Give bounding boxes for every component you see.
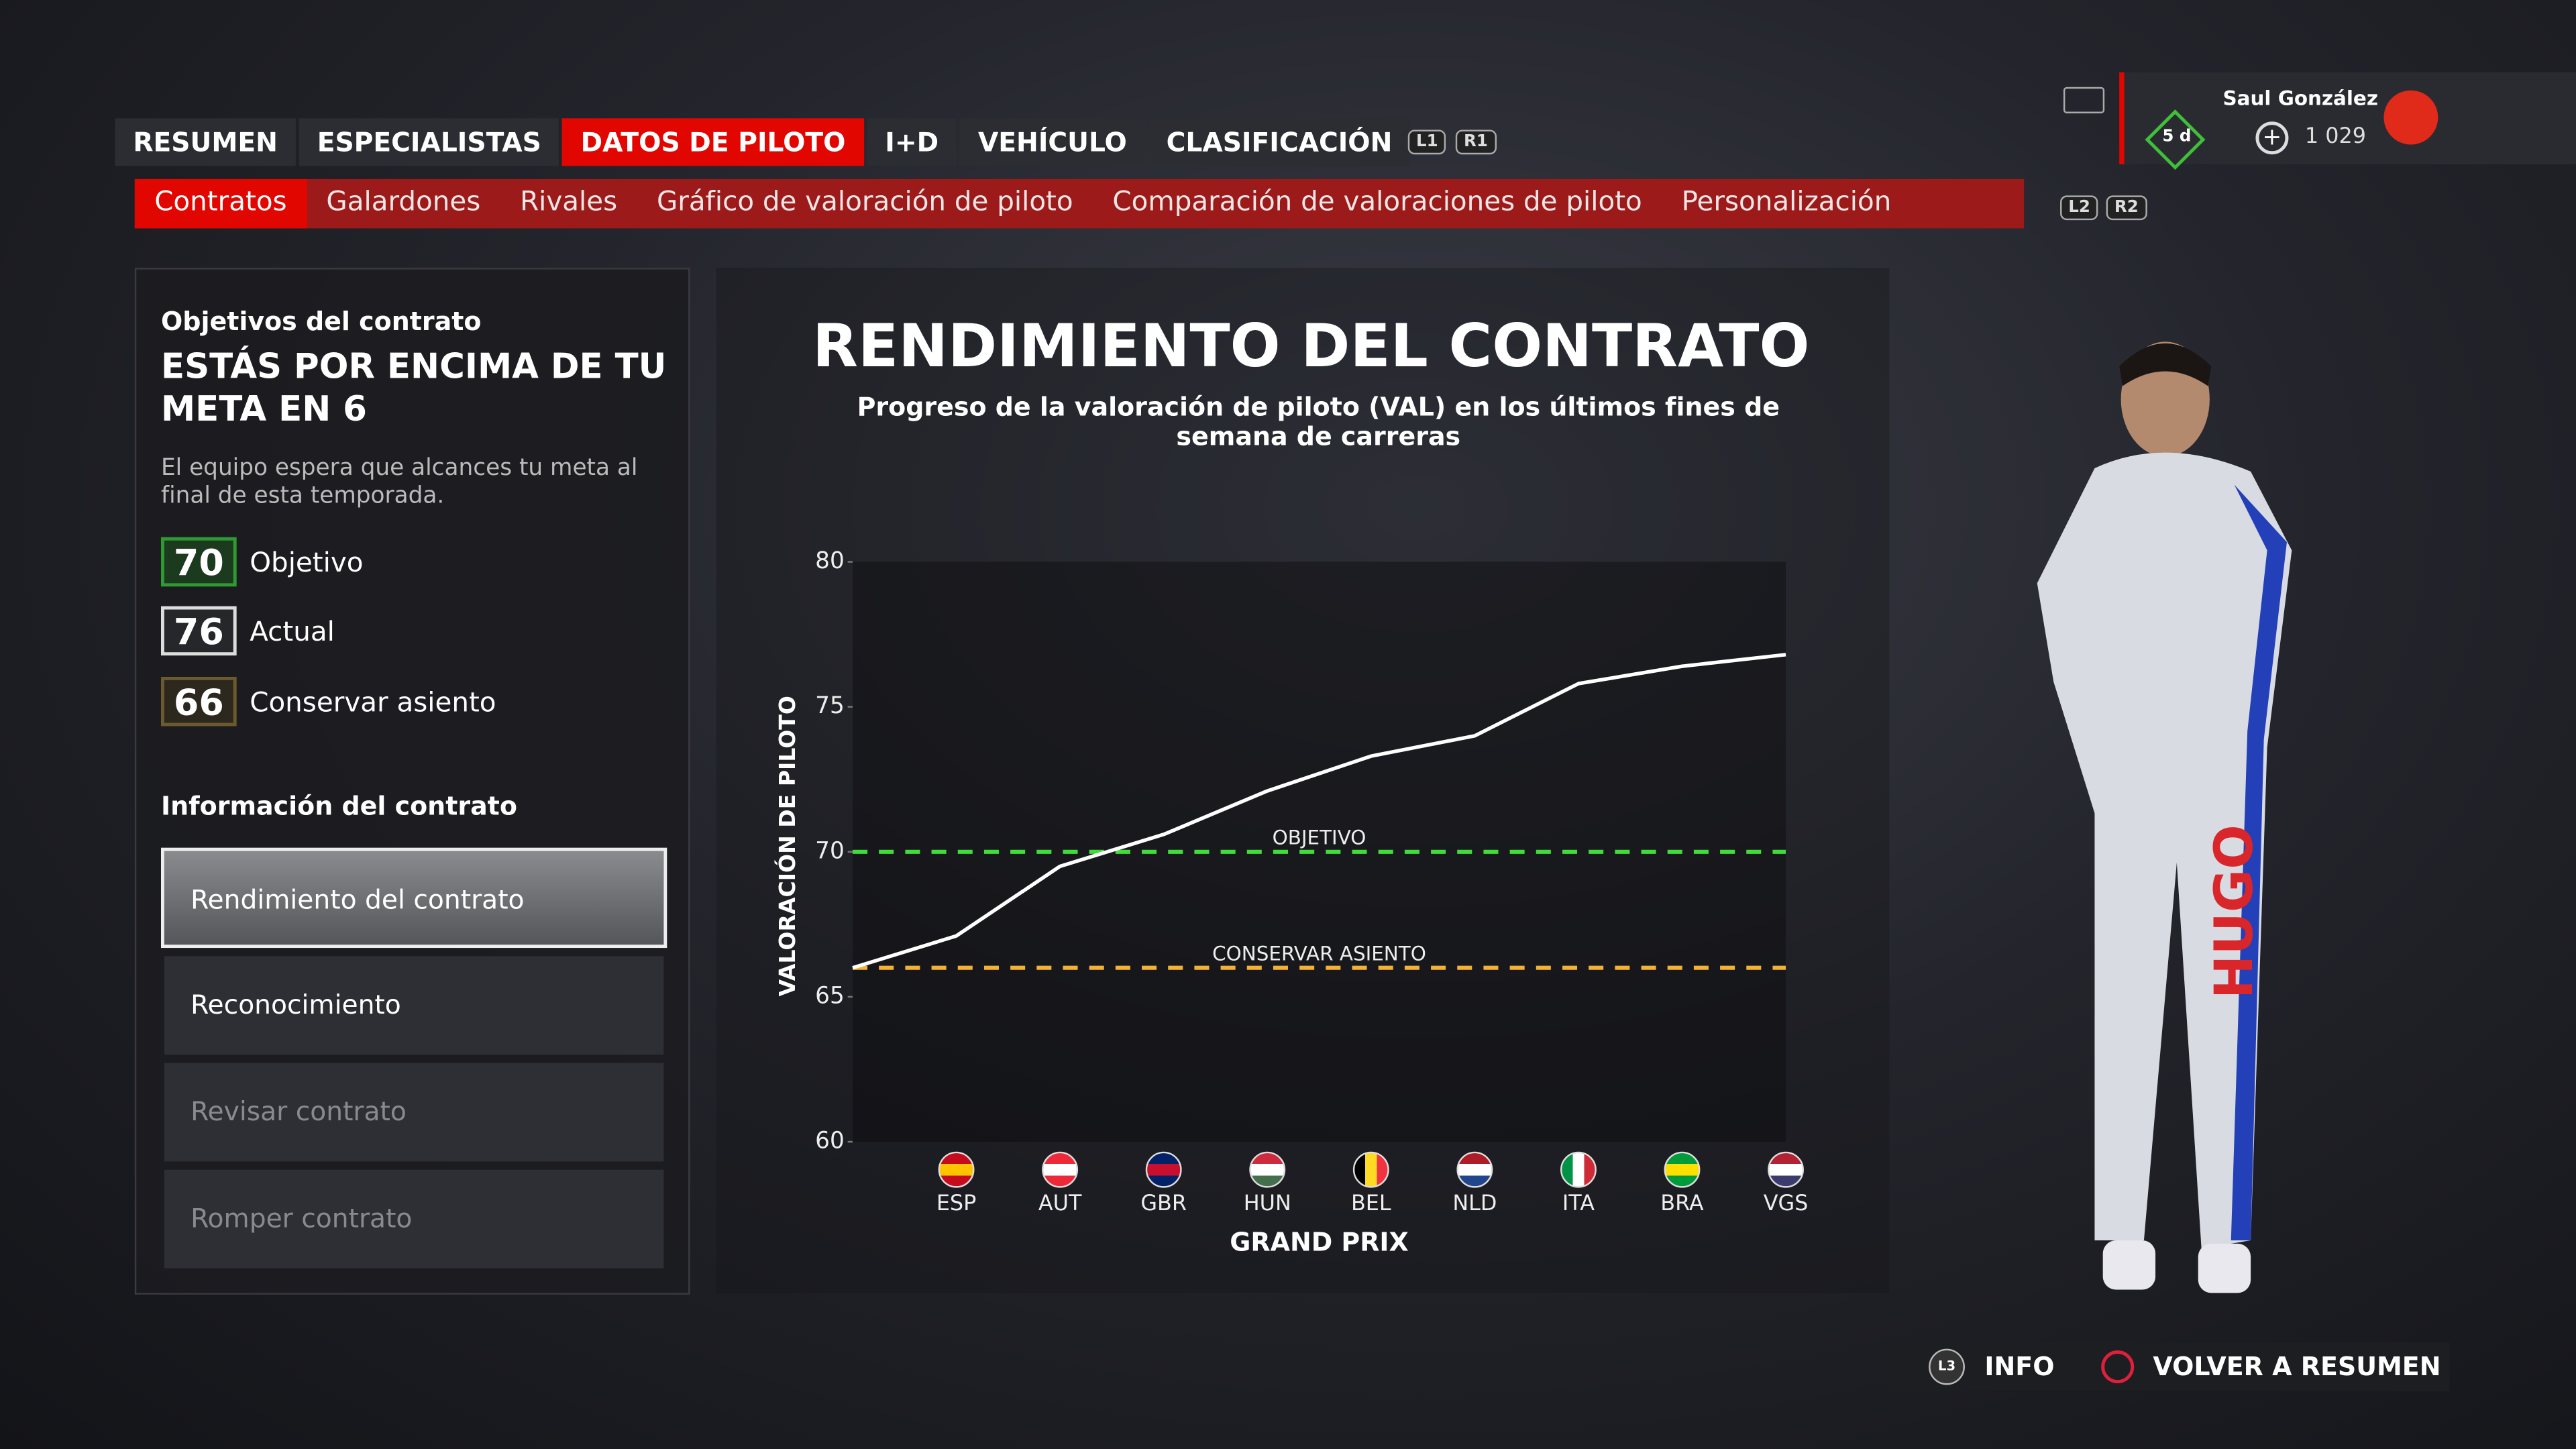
menu-item-selected[interactable]: Rendimiento del contrato [161,847,667,949]
button-hint[interactable]: L2 [2060,195,2099,221]
driver-suit [2037,452,2292,1249]
driver-shoe [2198,1243,2251,1293]
footer-bar: L3 INFO VOLVER A RESUMEN [1889,1342,2450,1392]
footer-action[interactable]: INFO [1984,1352,2055,1382]
footer-action[interactable]: VOLVER A RESUMEN [2153,1352,2441,1382]
subtab-bar: Contratos Galardones Rivales Gráfico de … [134,178,2025,229]
subtab[interactable]: Galardones [326,185,481,217]
circle-button-icon [2100,1350,2134,1384]
panel-heading: Objetivos del contrato [161,307,482,337]
tab[interactable]: RESUMEN [115,118,296,166]
mail-icon[interactable] [2383,90,2438,145]
button-hint[interactable]: L1 [1407,129,1446,155]
subtab-active[interactable]: Contratos [134,178,307,229]
driver-hair [2119,343,2212,386]
stat-value: 76 [161,606,237,656]
profile-badge: 5 d [2162,128,2192,146]
subtab[interactable]: Comparación de valoraciones de piloto [1112,185,1642,217]
points-icon: + [2255,121,2289,155]
button-hint[interactable]: R1 [1455,129,1497,155]
subtab[interactable]: Personalización [1681,185,1892,217]
stat-label: Objetivo [250,546,364,578]
chart-card [716,268,1890,1293]
profile-points: 1 029 [2304,125,2367,150]
tab-bar: RESUMEN ESPECIALISTAS DATOS DE PILOTO I+… [115,118,1411,166]
stat-value: 66 [161,676,237,727]
stat-label: Conservar asiento [250,686,496,717]
menu-item-disabled[interactable]: Romper contrato [164,1169,664,1269]
tab[interactable]: VEHÍCULO [960,118,1145,166]
driver-suit-stripe [2231,484,2287,1240]
stat-row: 70 Objetivo [161,537,364,587]
subtab[interactable]: Gráfico de valoración de piloto [656,185,1073,217]
stat-value: 70 [161,537,237,587]
tab-active[interactable]: DATOS DE PILOTO [562,118,864,166]
button-hint[interactable]: L3 [1929,1348,1965,1385]
button-hint[interactable]: R2 [2106,195,2147,221]
panel-description: El equipo espera que alcances tu meta al… [161,455,638,510]
menu-item[interactable]: Reconocimiento [164,956,664,1055]
driver-figure: HUGO [2037,341,2292,1293]
section-heading: Información del contrato [161,792,517,822]
tab[interactable]: I+D [867,118,957,166]
driver-shoe [2102,1240,2156,1290]
tab[interactable]: ESPECIALISTAS [299,118,559,166]
stat-label: Actual [250,615,335,647]
contract-panel: Objetivos del contrato ESTÁS POR ENCIMA … [134,268,690,1295]
profile-card: Saul González 5 d + 1 029 [2119,72,2576,170]
stat-row: 66 Conservar asiento [161,676,496,727]
panel-title: ESTÁS POR ENCIMA DE TU META EN 6 [161,346,667,429]
menu-item-disabled[interactable]: Revisar contrato [164,1063,664,1162]
subtab[interactable]: Rivales [520,185,618,217]
suit-logo: HUGO [2204,824,2265,999]
keyboard-icon[interactable] [2063,87,2105,113]
tab[interactable]: CLASIFICACIÓN [1148,118,1411,166]
profile-name: Saul González [2222,87,2378,111]
stat-row: 76 Actual [161,606,335,656]
